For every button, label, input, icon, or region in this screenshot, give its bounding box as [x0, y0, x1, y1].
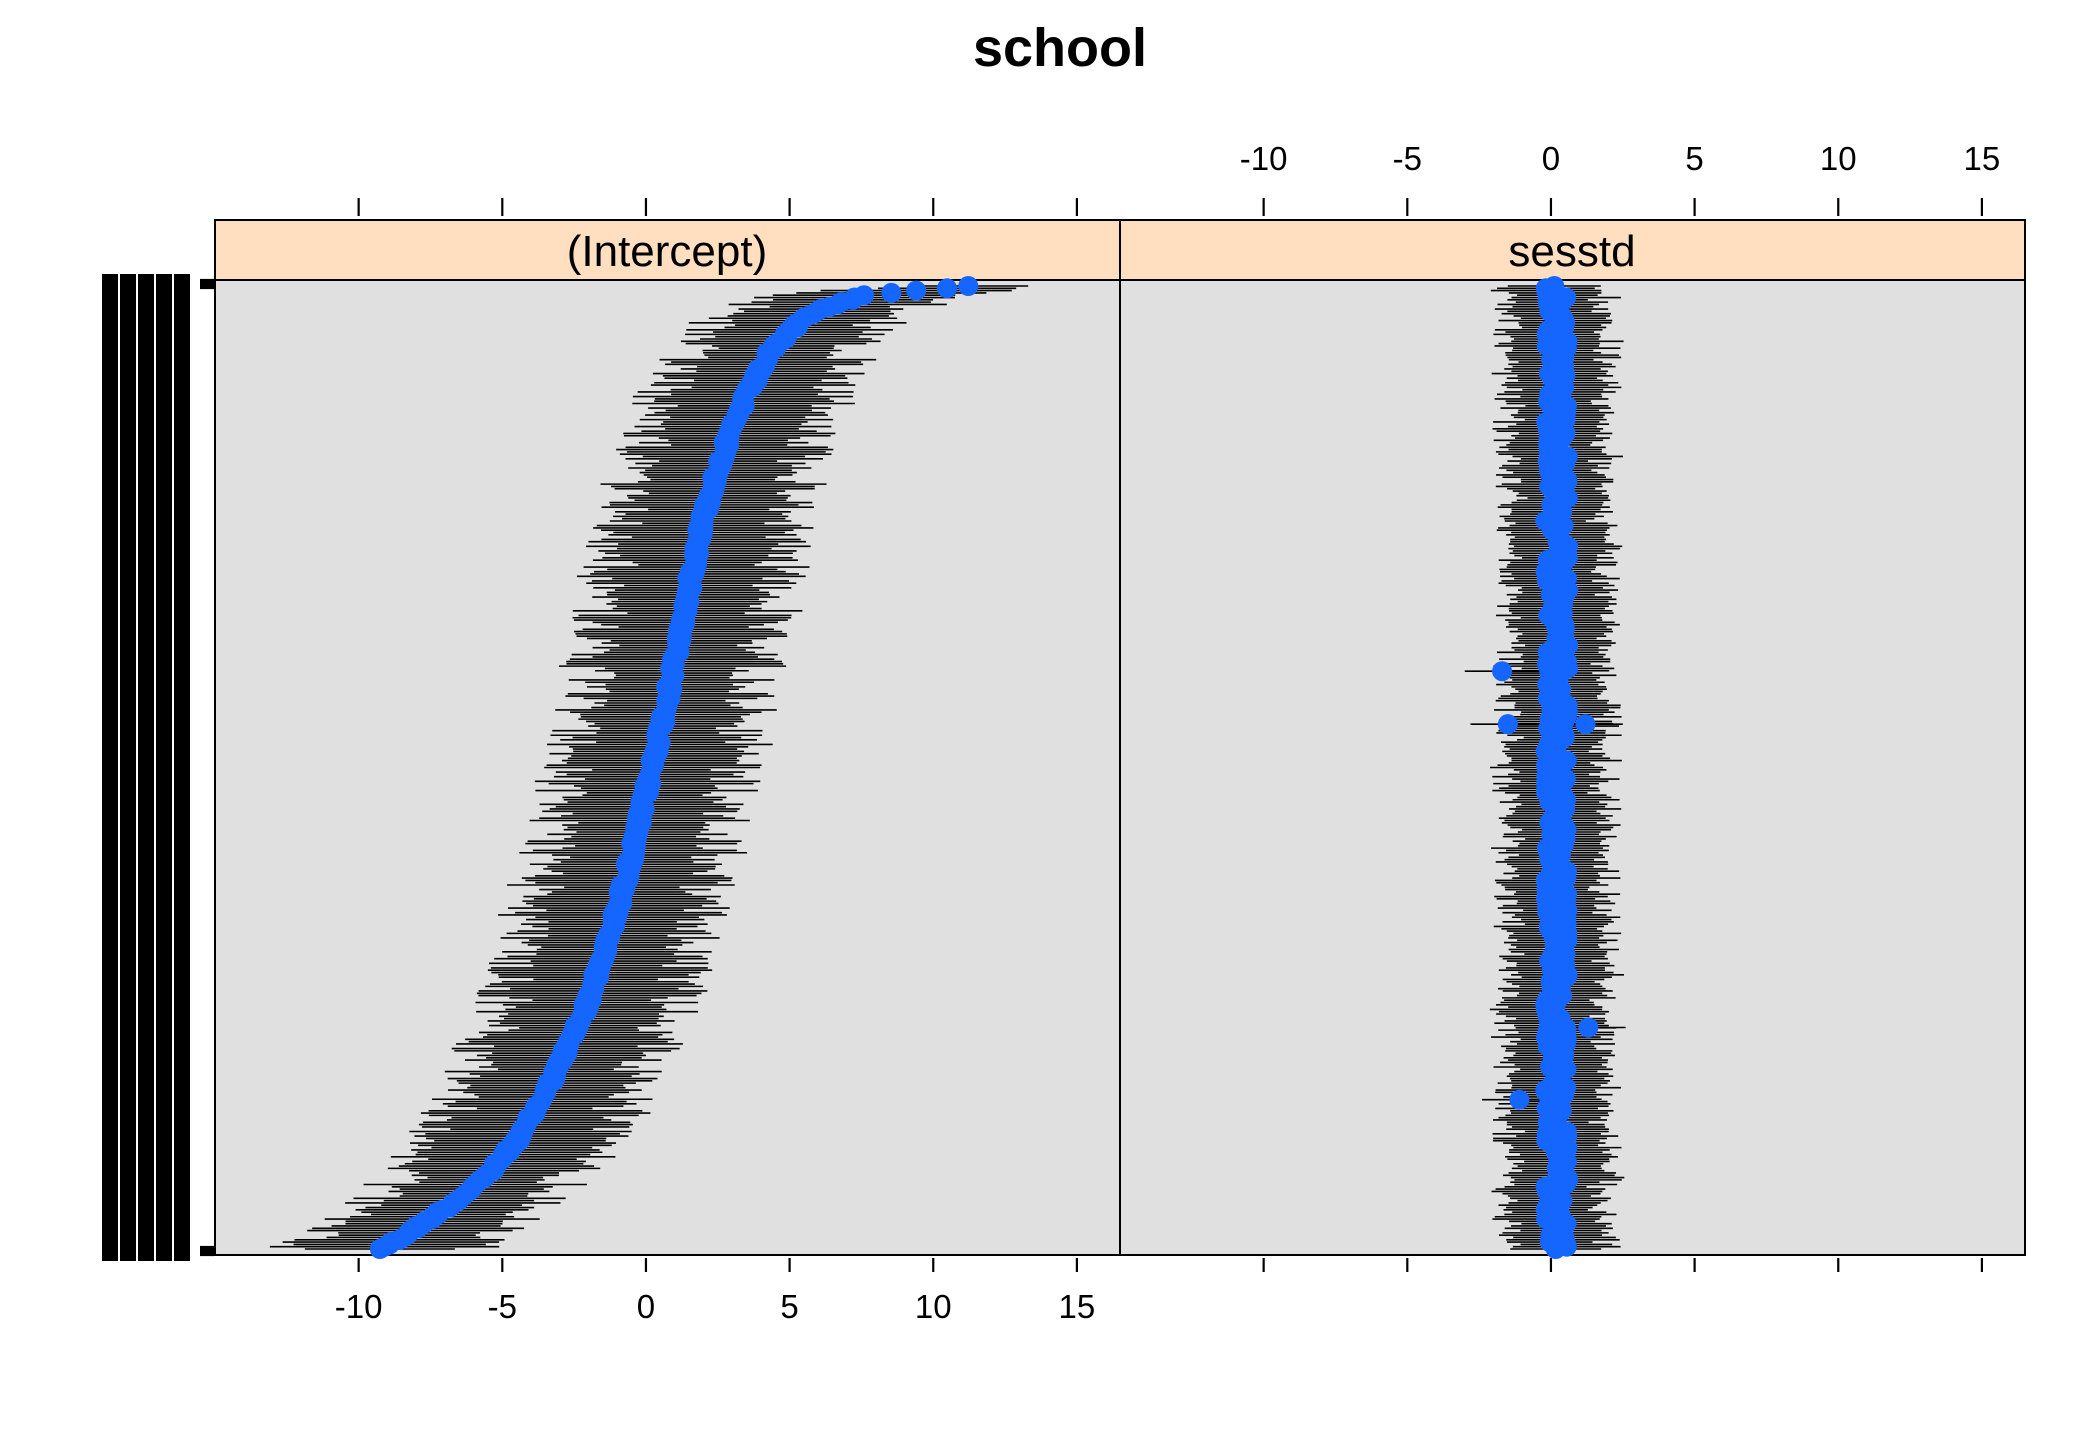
panel-sesstd-strip-label: sesstd	[1508, 227, 1635, 276]
panel-intercept-points	[369, 276, 979, 1259]
point-sesstd-419	[1544, 276, 1565, 296]
point-sesstd-notable-5	[1492, 661, 1513, 682]
point-intercept-419	[958, 276, 979, 296]
panel-intercept-axis: -10 -5 0 5 10 15	[335, 198, 1095, 1325]
panel-intercept-strip-label: (Intercept)	[567, 227, 768, 276]
chart-title: school	[973, 18, 1147, 78]
y-label-column-5	[174, 274, 190, 1261]
tick-label-sesstd-5: 15	[1964, 140, 2001, 177]
point-sesstd-notable-3	[1497, 714, 1518, 735]
panel-sesstd-strip	[1119, 219, 2026, 281]
point-intercept-415	[854, 285, 875, 306]
tick-label-intercept-3: 5	[780, 1288, 798, 1325]
y-label-column-1	[102, 274, 118, 1261]
point-sesstd-notable-4	[1575, 714, 1596, 735]
point-sesstd-notable-2	[1578, 1017, 1599, 1038]
tick-label-sesstd-2: 0	[1542, 140, 1560, 177]
tick-label-intercept-2: 0	[637, 1288, 655, 1325]
point-sesstd-notable-1	[1509, 1089, 1530, 1110]
tick-label-sesstd-1: -5	[1393, 140, 1422, 177]
y-axis-labels	[102, 274, 214, 1261]
panel-sesstd-axis: -10 -5 0 5 10 15	[1240, 140, 2000, 1272]
tick-label-sesstd-0: -10	[1240, 140, 1288, 177]
panel-sesstd-points	[1492, 276, 1599, 1259]
tick-label-intercept-0: -10	[335, 1288, 383, 1325]
point-intercept-416	[881, 282, 902, 303]
tick-label-sesstd-3: 5	[1685, 140, 1703, 177]
tick-label-sesstd-4: 10	[1820, 140, 1857, 177]
y-label-column-2	[120, 274, 136, 1261]
tick-label-intercept-1: -5	[488, 1288, 517, 1325]
point-intercept-417	[906, 280, 927, 301]
y-label-column-3	[138, 274, 154, 1261]
tick-label-intercept-5: 15	[1059, 1288, 1096, 1325]
y-label-column-4	[156, 274, 172, 1261]
tick-label-intercept-4: 10	[915, 1288, 952, 1325]
panel-intercept-strip	[214, 219, 1121, 281]
point-intercept-418	[937, 278, 958, 299]
